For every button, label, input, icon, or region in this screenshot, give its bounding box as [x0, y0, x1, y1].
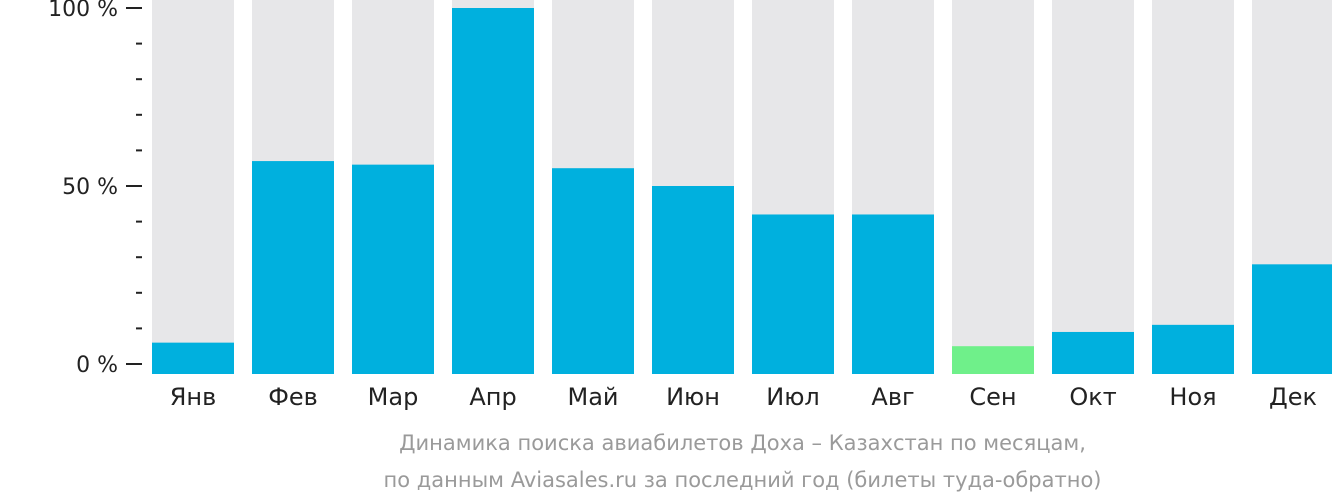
bar: [752, 214, 834, 374]
bar-track: [152, 0, 234, 374]
bar: [352, 164, 434, 374]
bar: [1252, 264, 1332, 374]
y-tick-label: 50 %: [62, 175, 118, 200]
x-tick-label: Сен: [969, 383, 1016, 411]
chart-caption-line-2: по данным Aviasales.ru за последний год …: [383, 468, 1102, 492]
bar-track: [1052, 0, 1134, 374]
bar: [452, 8, 534, 374]
bar-track: [952, 0, 1034, 374]
x-tick-label: Авг: [871, 383, 914, 411]
bar: [852, 214, 934, 374]
bar: [952, 346, 1034, 374]
y-tick-label: 0 %: [76, 353, 118, 378]
x-tick-label: Янв: [170, 383, 217, 411]
x-tick-label: Май: [567, 383, 618, 411]
bar: [552, 168, 634, 374]
bar: [1052, 331, 1134, 374]
bar-track: [1152, 0, 1234, 374]
x-tick-label: Дек: [1269, 383, 1317, 411]
bar: [1152, 324, 1234, 374]
x-tick-label: Фев: [268, 383, 318, 411]
x-tick-label: Окт: [1069, 383, 1116, 411]
x-tick-label: Июн: [666, 383, 720, 411]
x-tick-label: Ноя: [1169, 383, 1216, 411]
bar: [652, 186, 734, 374]
bar: [252, 161, 334, 374]
x-tick-label: Апр: [469, 383, 516, 411]
bars: [152, 8, 1332, 374]
bar: [152, 342, 234, 374]
chart-caption-line-1: Динамика поиска авиабилетов Доха – Казах…: [399, 431, 1086, 455]
y-axis: 0 % 50 % 100 %: [48, 0, 142, 378]
x-tick-label: Мар: [368, 383, 419, 411]
y-tick-label: 100 %: [48, 0, 118, 22]
x-tick-label: Июл: [766, 383, 820, 411]
x-axis-labels: Янв Фев Мар Апр Май Июн Июл Авг Сен Окт Ноя Дек: [170, 383, 1317, 411]
bar-chart: 0 % 50 % 100 % Янв Фев Мар Апр Май Июн Июл Авг Сен…: [48, 0, 1332, 411]
